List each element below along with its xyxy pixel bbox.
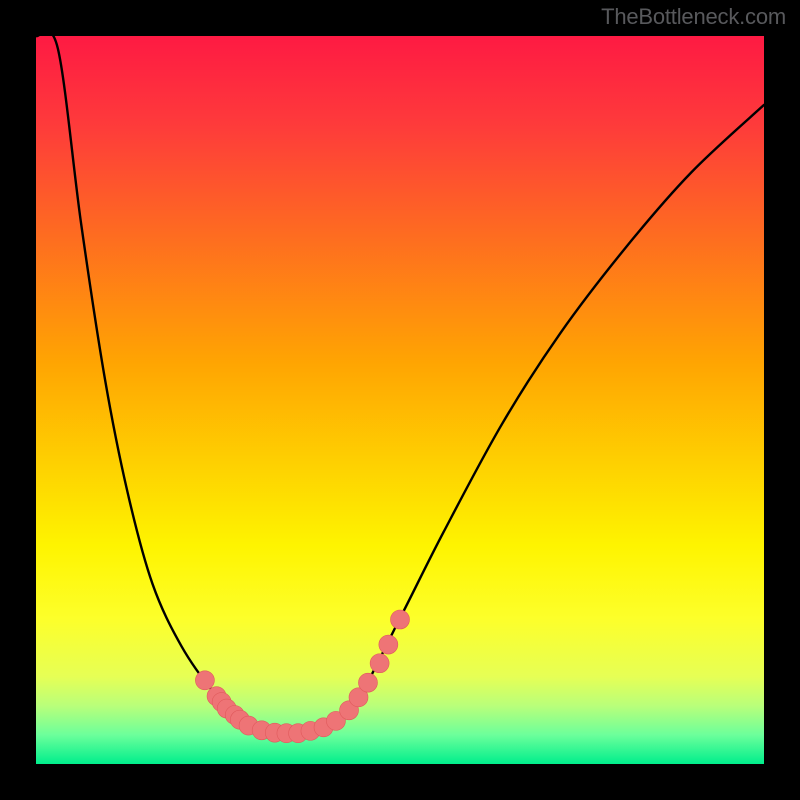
source-label: TheBottleneck.com [601, 4, 786, 30]
bottleneck-gradient-plot [36, 36, 764, 764]
curve-marker [358, 673, 377, 692]
curve-markers [195, 610, 409, 743]
curve-marker [379, 635, 398, 654]
chart-svg [36, 36, 764, 764]
curve-marker [391, 610, 410, 629]
curve-marker [370, 654, 389, 673]
chart-outer-frame: TheBottleneck.com [0, 0, 800, 800]
curve-marker [195, 671, 214, 690]
